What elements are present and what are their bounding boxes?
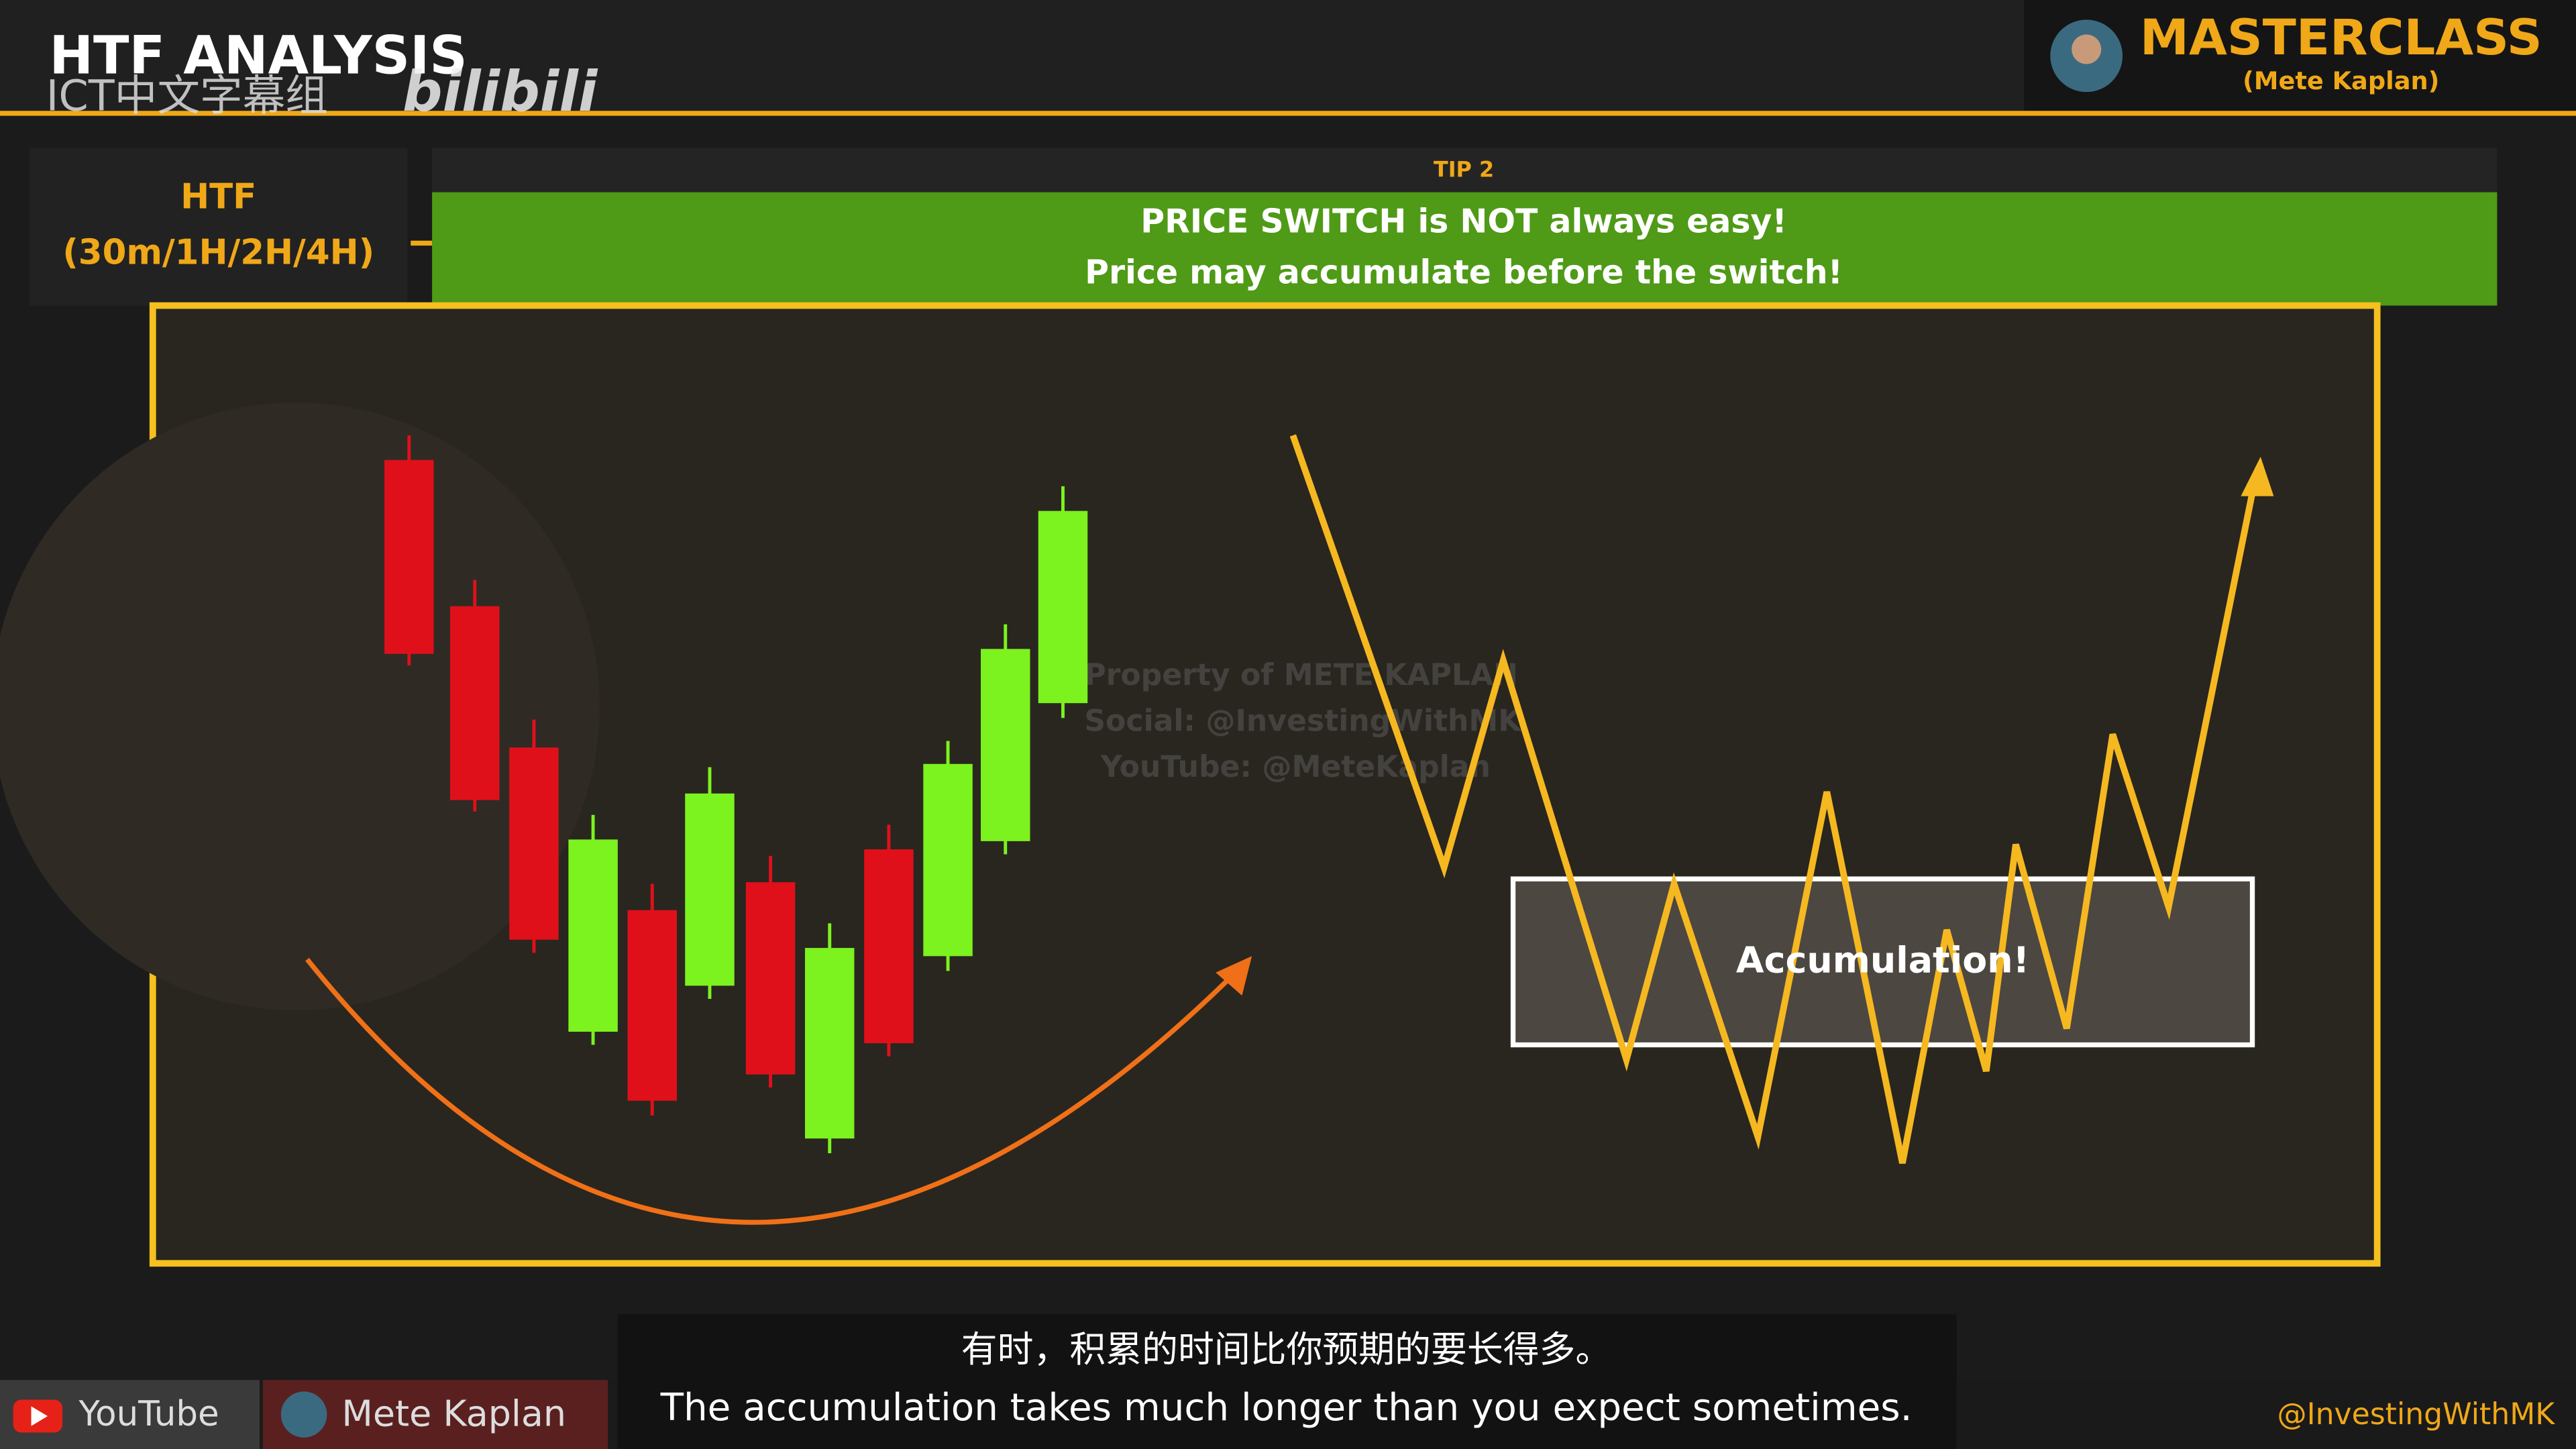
timeframe-periods: (30m/1H/2H/4H) [62,233,374,273]
candle [450,606,500,800]
timeframe-label: HTF [180,176,256,217]
subtitle-en: The accumulation takes much longer than … [660,1386,1913,1430]
faded-presenter [0,402,600,1010]
watermark-group: Property of METE KAPLAN Social: @Investi… [1084,658,1522,784]
chart-watermark: Property of METE KAPLAN [1084,658,1518,692]
subtitle-box [617,1314,1957,1449]
chart-watermark: Social: @InvestingWithMK [1084,704,1522,739]
logo: bilibili [402,59,598,124]
curve-arrow [305,957,1238,1225]
candle [805,948,855,1139]
candle [981,649,1030,841]
accumulation-label: Accumulation! [1736,939,2029,981]
platform: YouTube [78,1394,219,1434]
avatar-face [2072,34,2102,64]
title: HTF ANALYSIS [49,25,467,87]
channel-avatar [280,1391,327,1438]
tip-banner [432,192,2498,306]
tip-line: PRICE SWITCH is NOT always easy! [1140,203,1787,241]
tip-strip [432,148,2498,193]
brand: MASTERCLASS [2140,9,2542,66]
candle [923,763,973,957]
handle: @InvestingWithMK [2277,1397,2556,1432]
price-path [1289,434,2257,1164]
subtitle-zh: 有时，积累的时间比你预期的要长得多。 [961,1328,1611,1371]
arrow-head [1216,956,1252,996]
chart-watermark: YouTube: @MeteKaplan [1100,750,1491,784]
candles [384,435,1088,1154]
candle [864,849,914,1044]
candle [568,839,618,1032]
watermark: ICT中文字幕组 [46,72,328,121]
candle [627,910,677,1101]
arrow-head [2241,456,2274,496]
author: (Mete Kaplan) [2243,66,2439,95]
candle [1038,511,1088,704]
candle [685,793,735,986]
tip-line: Price may accumulate before the switch! [1085,253,1843,291]
candle [384,460,434,654]
play-icon [31,1406,48,1426]
channel: Mete Kaplan [341,1393,566,1435]
tip-label: TIP 2 [1434,157,1494,182]
candle [745,882,796,1075]
candle [509,747,559,940]
timeframe-box [30,148,408,306]
